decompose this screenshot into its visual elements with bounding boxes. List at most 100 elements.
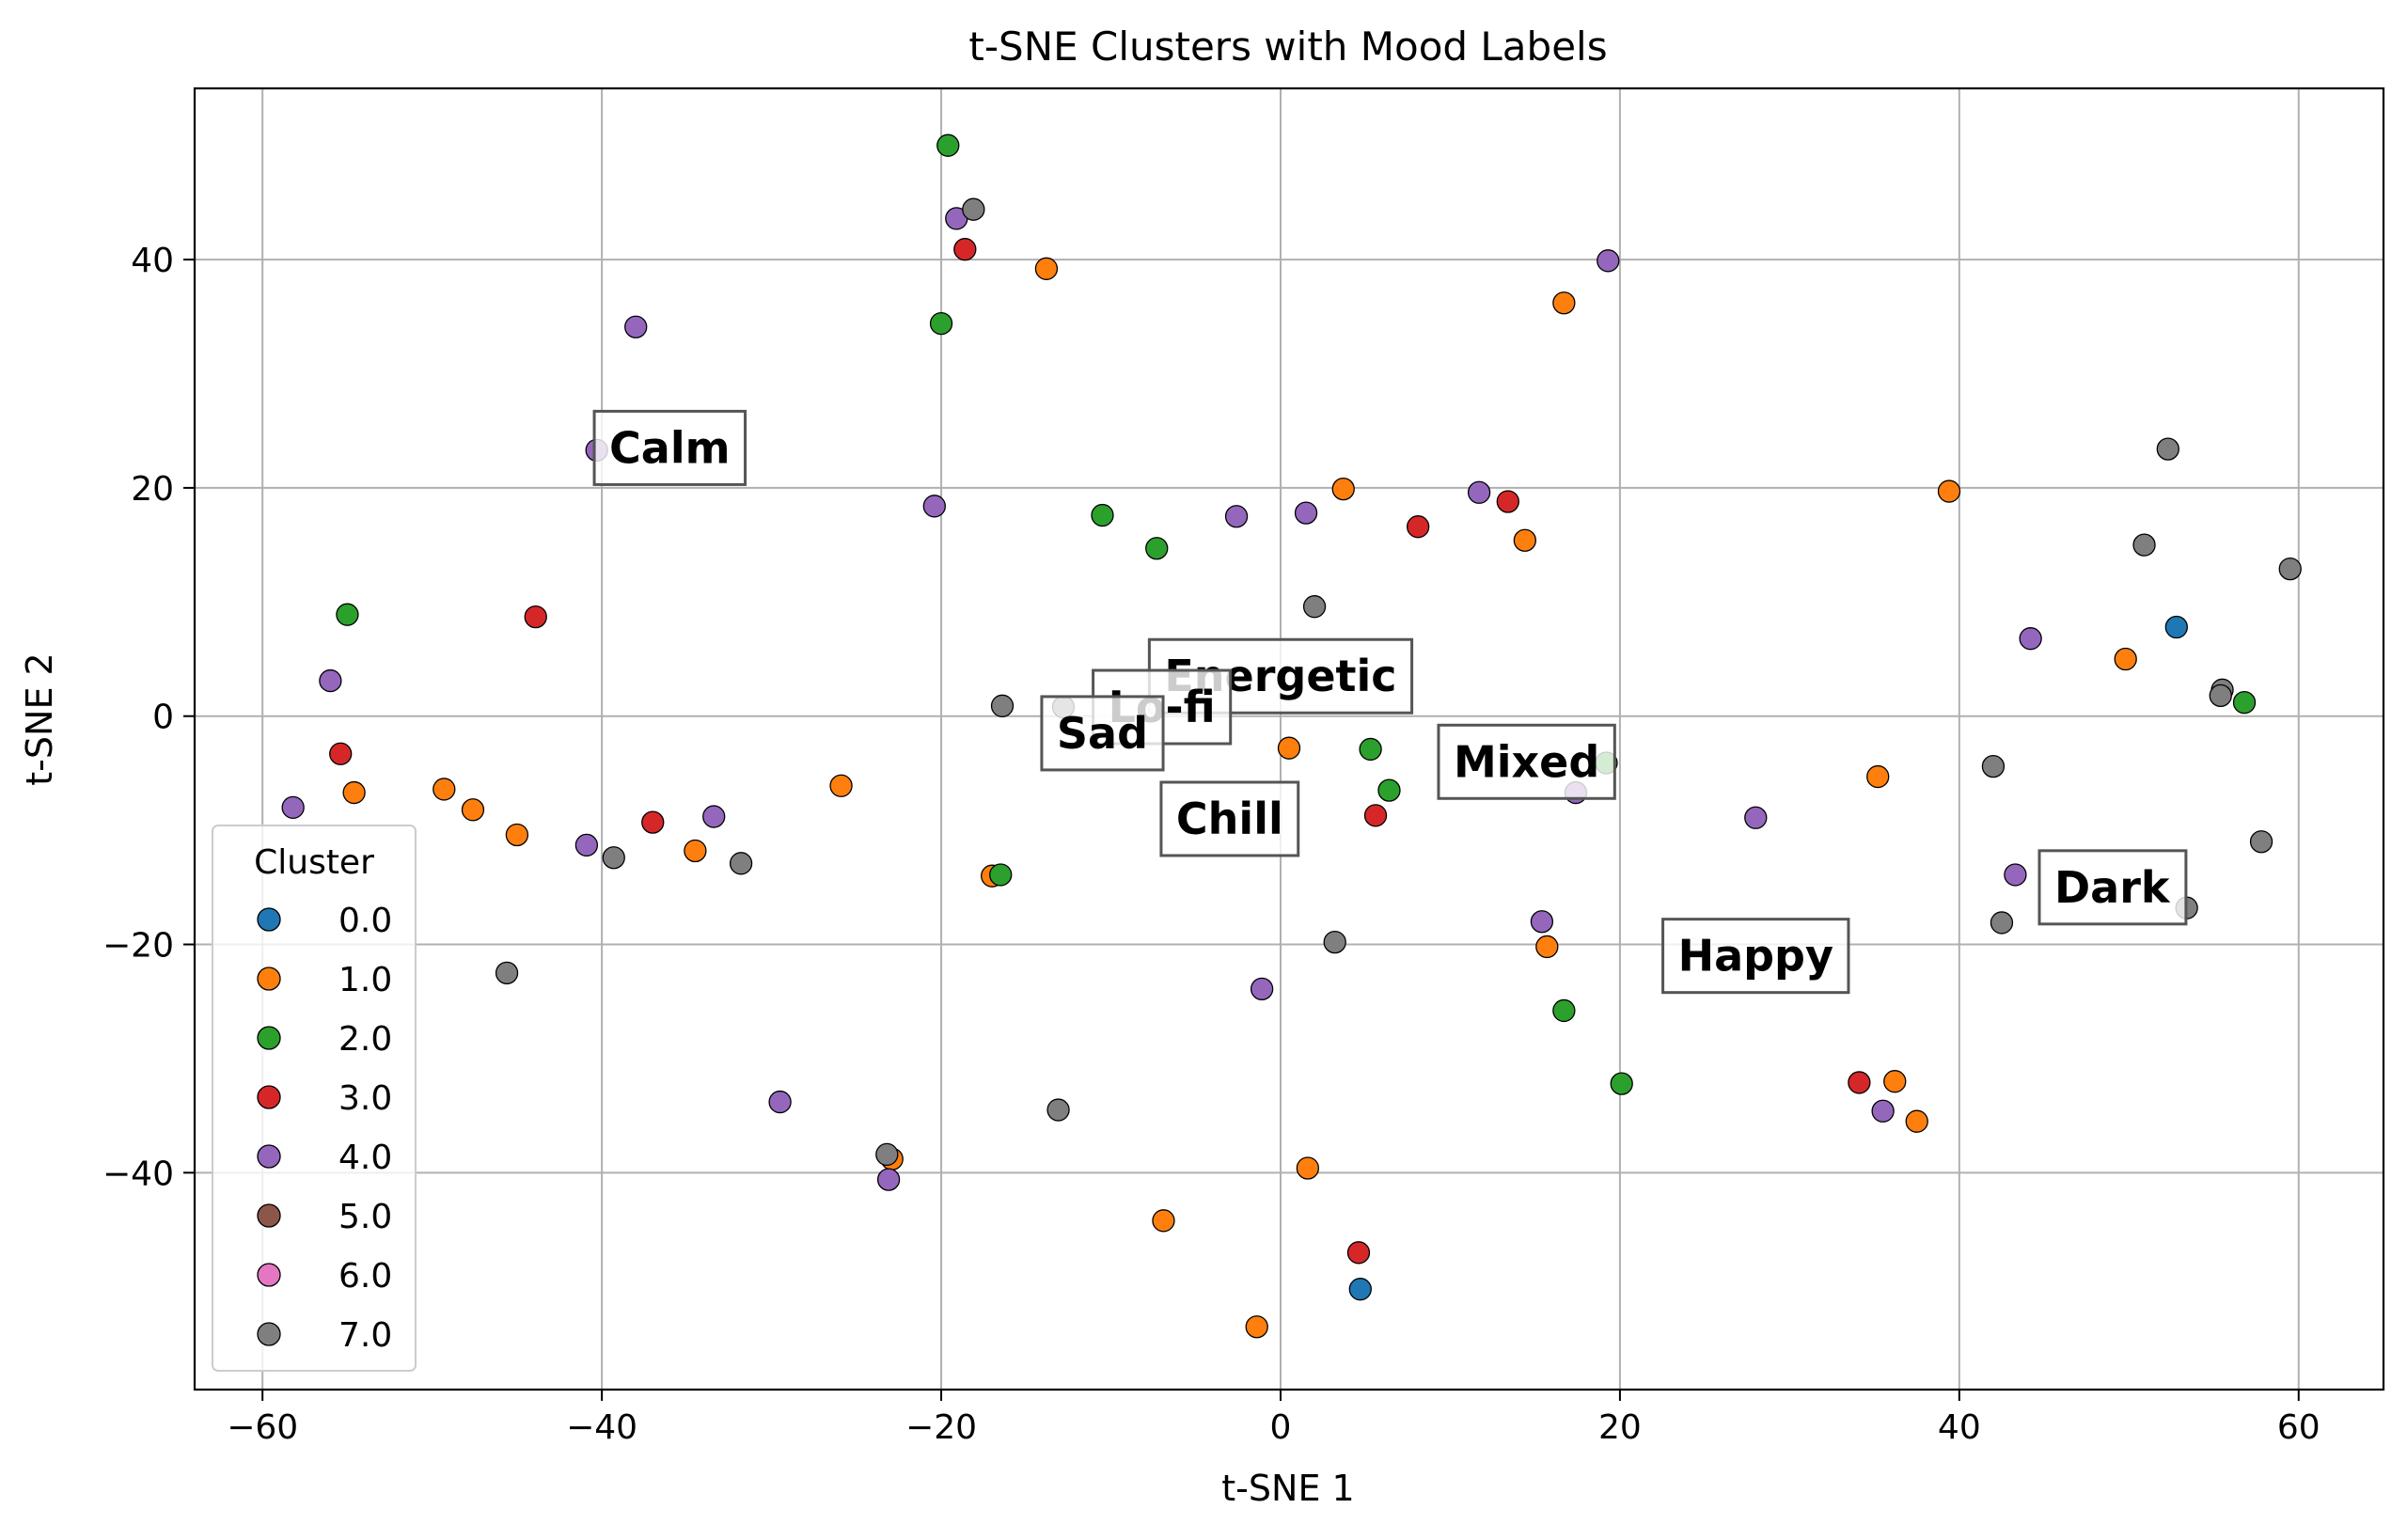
point-cluster-3-0 — [641, 810, 665, 834]
x-tick-label: −40 — [566, 1408, 637, 1447]
point-cluster-1-0 — [433, 778, 456, 801]
point-cluster-7-0 — [875, 1142, 899, 1167]
x-tick-label: 40 — [1938, 1408, 1981, 1447]
mood-label-calm: Calm — [592, 409, 747, 486]
mood-label-box — [1437, 723, 1616, 800]
point-cluster-1-0 — [1535, 935, 1559, 959]
legend-label: 3.0 — [338, 1079, 392, 1118]
point-cluster-1-0 — [1513, 528, 1536, 552]
mood-label-box — [2037, 849, 2188, 926]
y-tick-label: 0 — [152, 699, 174, 737]
mood-label-box — [592, 409, 747, 486]
mood-label-sad: Sad — [1040, 695, 1165, 772]
mood-annotations: CalmEnergeticLo-fiSadMixedChillHappyDark — [592, 409, 2188, 995]
point-cluster-7-0 — [729, 852, 753, 875]
point-cluster-4-0 — [1744, 806, 1768, 829]
point-cluster-1-0 — [342, 780, 366, 805]
point-cluster-2-0 — [1145, 537, 1169, 560]
x-tick-label: −20 — [905, 1408, 977, 1447]
legend-marker — [257, 1263, 281, 1287]
point-cluster-1-0 — [1152, 1209, 1175, 1233]
point-cluster-1-0 — [1277, 736, 1301, 760]
point-cluster-1-0 — [1905, 1109, 1928, 1133]
point-cluster-4-0 — [1871, 1099, 1895, 1123]
point-cluster-1-0 — [1296, 1156, 1320, 1180]
point-cluster-0-0 — [1348, 1278, 1372, 1301]
point-cluster-4-0 — [2004, 863, 2027, 887]
point-cluster-7-0 — [495, 961, 519, 985]
mood-label-text: Mixed — [1454, 736, 1599, 787]
y-tick-label: 40 — [131, 242, 174, 280]
point-cluster-3-0 — [1407, 515, 1430, 539]
legend-box — [212, 825, 417, 1372]
mood-label-text: Sad — [1057, 708, 1148, 759]
legend-label: 2.0 — [338, 1020, 392, 1059]
point-cluster-3-0 — [1496, 490, 1519, 513]
point-cluster-7-0 — [2156, 437, 2179, 461]
point-cluster-2-0 — [929, 311, 953, 336]
grid-lines — [195, 88, 2383, 1390]
mood-label-text: Calm — [609, 422, 731, 473]
mood-label-text: Chill — [1176, 794, 1283, 844]
point-cluster-7-0 — [2249, 830, 2273, 854]
legend-marker — [257, 966, 281, 991]
point-cluster-3-0 — [1363, 804, 1388, 827]
legend-label: 5.0 — [338, 1198, 392, 1236]
point-cluster-4-0 — [768, 1090, 792, 1114]
point-cluster-4-0 — [574, 833, 599, 857]
legend-label: 6.0 — [338, 1257, 392, 1296]
point-cluster-1-0 — [1331, 477, 1355, 501]
mood-label-box — [1040, 695, 1165, 772]
point-cluster-7-0 — [602, 846, 625, 870]
point-cluster-1-0 — [1883, 1070, 1907, 1093]
point-cluster-1-0 — [461, 798, 485, 822]
point-cluster-3-0 — [1346, 1241, 1371, 1265]
point-cluster-2-0 — [1552, 998, 1576, 1023]
mood-label-text: Happy — [1678, 931, 1833, 982]
point-cluster-7-0 — [1046, 1098, 1070, 1122]
point-cluster-2-0 — [1377, 778, 1401, 802]
point-cluster-1-0 — [2114, 647, 2137, 671]
point-cluster-2-0 — [2232, 691, 2257, 715]
x-tick-label: 60 — [2277, 1408, 2320, 1447]
point-cluster-1-0 — [1552, 291, 1576, 315]
point-cluster-3-0 — [524, 605, 547, 629]
point-cluster-1-0 — [1245, 1315, 1268, 1339]
point-cluster-7-0 — [2132, 533, 2156, 557]
point-cluster-7-0 — [1302, 595, 1327, 619]
point-cluster-1-0 — [1937, 479, 1961, 503]
point-cluster-2-0 — [336, 603, 359, 626]
point-cluster-3-0 — [953, 238, 977, 261]
legend-marker — [257, 1322, 281, 1346]
point-cluster-0-0 — [2164, 615, 2188, 639]
y-tick-label: −20 — [102, 927, 174, 966]
point-cluster-7-0 — [1990, 911, 2014, 935]
point-cluster-4-0 — [1467, 480, 1491, 504]
y-tick-label: 20 — [131, 470, 174, 509]
point-cluster-4-0 — [1294, 501, 1318, 525]
x-axis-label: t-SNE 1 — [1221, 1468, 1354, 1509]
legend-marker — [257, 1144, 281, 1169]
legend-marker — [257, 907, 281, 932]
y-axis-label: t-SNE 2 — [19, 652, 60, 785]
point-cluster-4-0 — [876, 1168, 901, 1191]
point-cluster-7-0 — [962, 197, 985, 221]
point-cluster-4-0 — [1597, 249, 1620, 273]
point-cluster-4-0 — [1224, 505, 1249, 528]
point-cluster-4-0 — [922, 495, 946, 518]
point-cluster-4-0 — [319, 668, 342, 693]
point-cluster-4-0 — [1530, 910, 1554, 934]
point-cluster-3-0 — [1848, 1071, 1871, 1094]
point-cluster-1-0 — [1866, 764, 1890, 789]
point-cluster-2-0 — [1610, 1072, 1633, 1095]
legend-label: 1.0 — [338, 961, 392, 999]
point-cluster-2-0 — [1091, 503, 1114, 527]
legend-marker — [257, 1203, 281, 1228]
x-tick-label: 20 — [1598, 1408, 1642, 1447]
legend-marker — [257, 1085, 281, 1109]
axis-ticks: −60 −40 −20 0 20 40 60 −40 −20 0 20 40 — [102, 242, 2320, 1447]
chart-title: t-SNE Clusters with Mood Labels — [968, 24, 1607, 70]
mood-label-happy: Happy — [1661, 918, 1850, 995]
point-cluster-4-0 — [624, 315, 648, 338]
